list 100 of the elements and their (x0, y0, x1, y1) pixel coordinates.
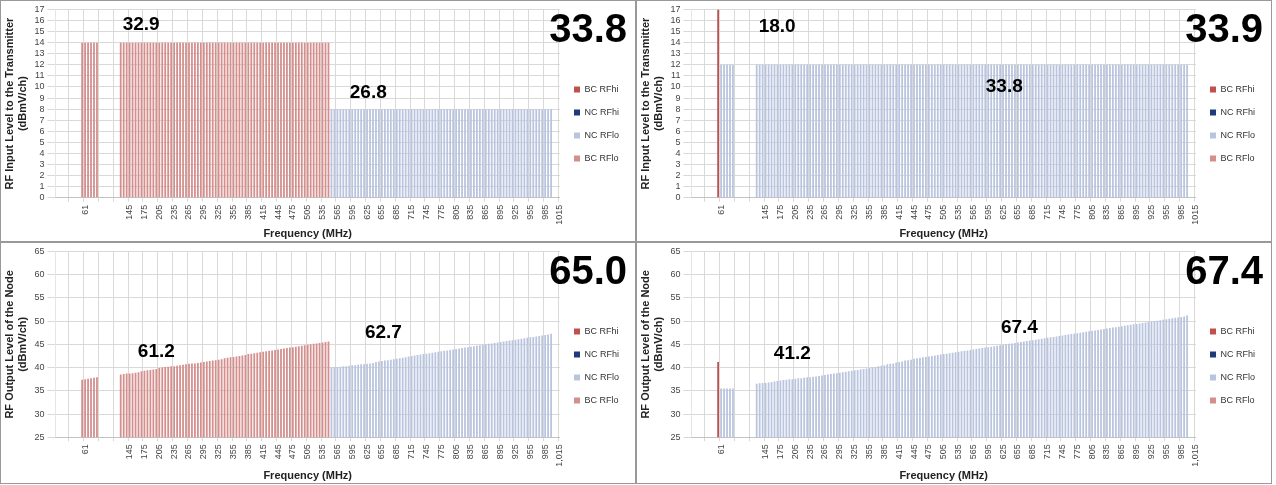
legend-label: NC RFlo (584, 129, 620, 140)
x-tick-label: 895 (495, 204, 506, 220)
annotation: 33.9 (1185, 6, 1263, 51)
y-tick-label: 17 (670, 3, 681, 14)
legend-label: NC RFlo (584, 371, 620, 382)
x-tick-label: 475 (923, 204, 934, 220)
x-tick-label: 865 (1116, 444, 1127, 460)
x-tick-label: 205 (789, 204, 800, 220)
x-tick-label: 355 (863, 444, 874, 460)
y-tick-label: 40 (34, 362, 45, 373)
annotation: 65.0 (549, 248, 627, 293)
x-tick-label: 1,015 (554, 444, 565, 467)
x-tick-label: 745 (420, 204, 431, 220)
x-tick-label: 775 (435, 444, 446, 460)
x-tick-label: 325 (213, 444, 224, 460)
x-tick-label: 835 (1101, 444, 1112, 460)
y-tick-label: 50 (34, 315, 45, 326)
y-tick-label: 11 (671, 70, 681, 81)
y-tick-label: 5 (39, 136, 45, 147)
y-tick-label: 8 (39, 103, 45, 114)
legend-label: NC RFlo (1220, 129, 1256, 140)
y-tick-label: 7 (39, 114, 45, 125)
x-tick-label: 565 (331, 204, 342, 220)
x-tick-label: 925 (1145, 204, 1156, 220)
x-tick-label: 265 (819, 444, 830, 460)
x-tick-label: 445 (272, 444, 283, 460)
x-tick-label: 925 (1145, 444, 1156, 460)
x-tick-label: 535 (317, 444, 328, 460)
annotation: 67.4 (1000, 315, 1039, 337)
x-tick-label: 955 (524, 204, 535, 220)
x-tick-label: 745 (420, 444, 431, 460)
y-tick-label: 14 (670, 37, 681, 48)
x-tick-label: 265 (819, 204, 830, 220)
x-tick-label: 835 (1101, 204, 1112, 220)
x-tick-label: 325 (849, 444, 860, 460)
y-tick-label: 35 (34, 385, 45, 396)
x-tick-label: 145 (124, 444, 135, 460)
x-axis-title: Frequency (MHz) (263, 469, 353, 482)
y-tick-label: 17 (34, 3, 45, 14)
x-tick-label: 865 (1116, 204, 1127, 220)
x-tick-label: 925 (509, 204, 520, 220)
legend-label: BC RFhi (584, 83, 619, 94)
x-tick-label: 265 (183, 444, 194, 460)
x-tick-label: 1015 (1190, 204, 1201, 225)
legend-label: NC RFhi (1220, 348, 1256, 359)
x-tick-label: 61 (79, 444, 90, 455)
y-tick-label: 3 (675, 159, 681, 170)
x-tick-label: 625 (997, 444, 1008, 460)
legend-label: BC RFlo (1220, 394, 1255, 405)
x-tick-label: 295 (198, 444, 209, 460)
annotation: 62.7 (364, 321, 402, 343)
x-tick-label: 625 (361, 444, 372, 460)
x-tick-label: 955 (524, 444, 535, 460)
x-tick-label: 145 (760, 444, 771, 460)
x-tick-label: 445 (272, 204, 283, 220)
x-tick-label: 415 (257, 444, 268, 460)
legend-label: NC RFhi (1220, 106, 1256, 117)
annotation: 33.8 (549, 6, 627, 51)
y-tick-label: 30 (34, 408, 45, 419)
x-tick-label: 775 (1071, 204, 1082, 220)
y-tick-label: 7 (675, 114, 681, 125)
x-tick-label: 595 (982, 204, 993, 220)
y-tick-label: 13 (670, 48, 681, 59)
x-tick-label: 205 (789, 444, 800, 460)
x-tick-label: 625 (997, 204, 1008, 220)
x-tick-label: 385 (242, 444, 253, 460)
y-tick-label: 16 (670, 14, 681, 25)
legend-label: BC RFhi (584, 325, 619, 336)
x-tick-label: 295 (834, 204, 845, 220)
x-tick-label: 445 (908, 444, 919, 460)
legend-label: BC RFlo (584, 394, 619, 405)
x-tick-label: 955 (1160, 204, 1171, 220)
x-tick-label: 595 (346, 204, 357, 220)
y-tick-label: 6 (39, 125, 45, 136)
legend-label: NC RFlo (1220, 371, 1256, 382)
x-tick-label: 355 (863, 204, 874, 220)
y-tick-label: 15 (34, 26, 45, 37)
x-tick-label: 175 (138, 204, 149, 220)
y-axis-title: RF Input Level to the Transmitter (dBmV/ch) (2, 17, 28, 190)
y-tick-label: 16 (34, 14, 45, 25)
x-tick-label: 415 (893, 444, 904, 460)
x-tick-label: 985 (1175, 204, 1186, 220)
y-tick-label: 11 (35, 70, 45, 81)
x-tick-label: 835 (465, 204, 476, 220)
x-tick-label: 985 (1175, 444, 1186, 460)
x-tick-label: 925 (509, 444, 520, 460)
x-tick-label: 505 (302, 444, 313, 460)
x-tick-label: 685 (1027, 444, 1038, 460)
x-tick-label: 805 (1086, 204, 1097, 220)
x-axis-title: Frequency (MHz) (899, 469, 989, 482)
y-axis-title: RF Input Level to the Transmitter (dBmV/ch) (638, 17, 664, 190)
y-tick-label: 35 (670, 385, 681, 396)
x-tick-label: 985 (539, 444, 550, 460)
x-axis-title: Frequency (MHz) (263, 227, 353, 240)
y-tick-label: 55 (670, 292, 681, 303)
x-tick-label: 535 (953, 444, 964, 460)
annotation: 26.8 (349, 80, 387, 102)
y-tick-label: 25 (34, 431, 45, 442)
x-tick-label: 355 (227, 444, 238, 460)
x-tick-label: 235 (168, 444, 179, 460)
